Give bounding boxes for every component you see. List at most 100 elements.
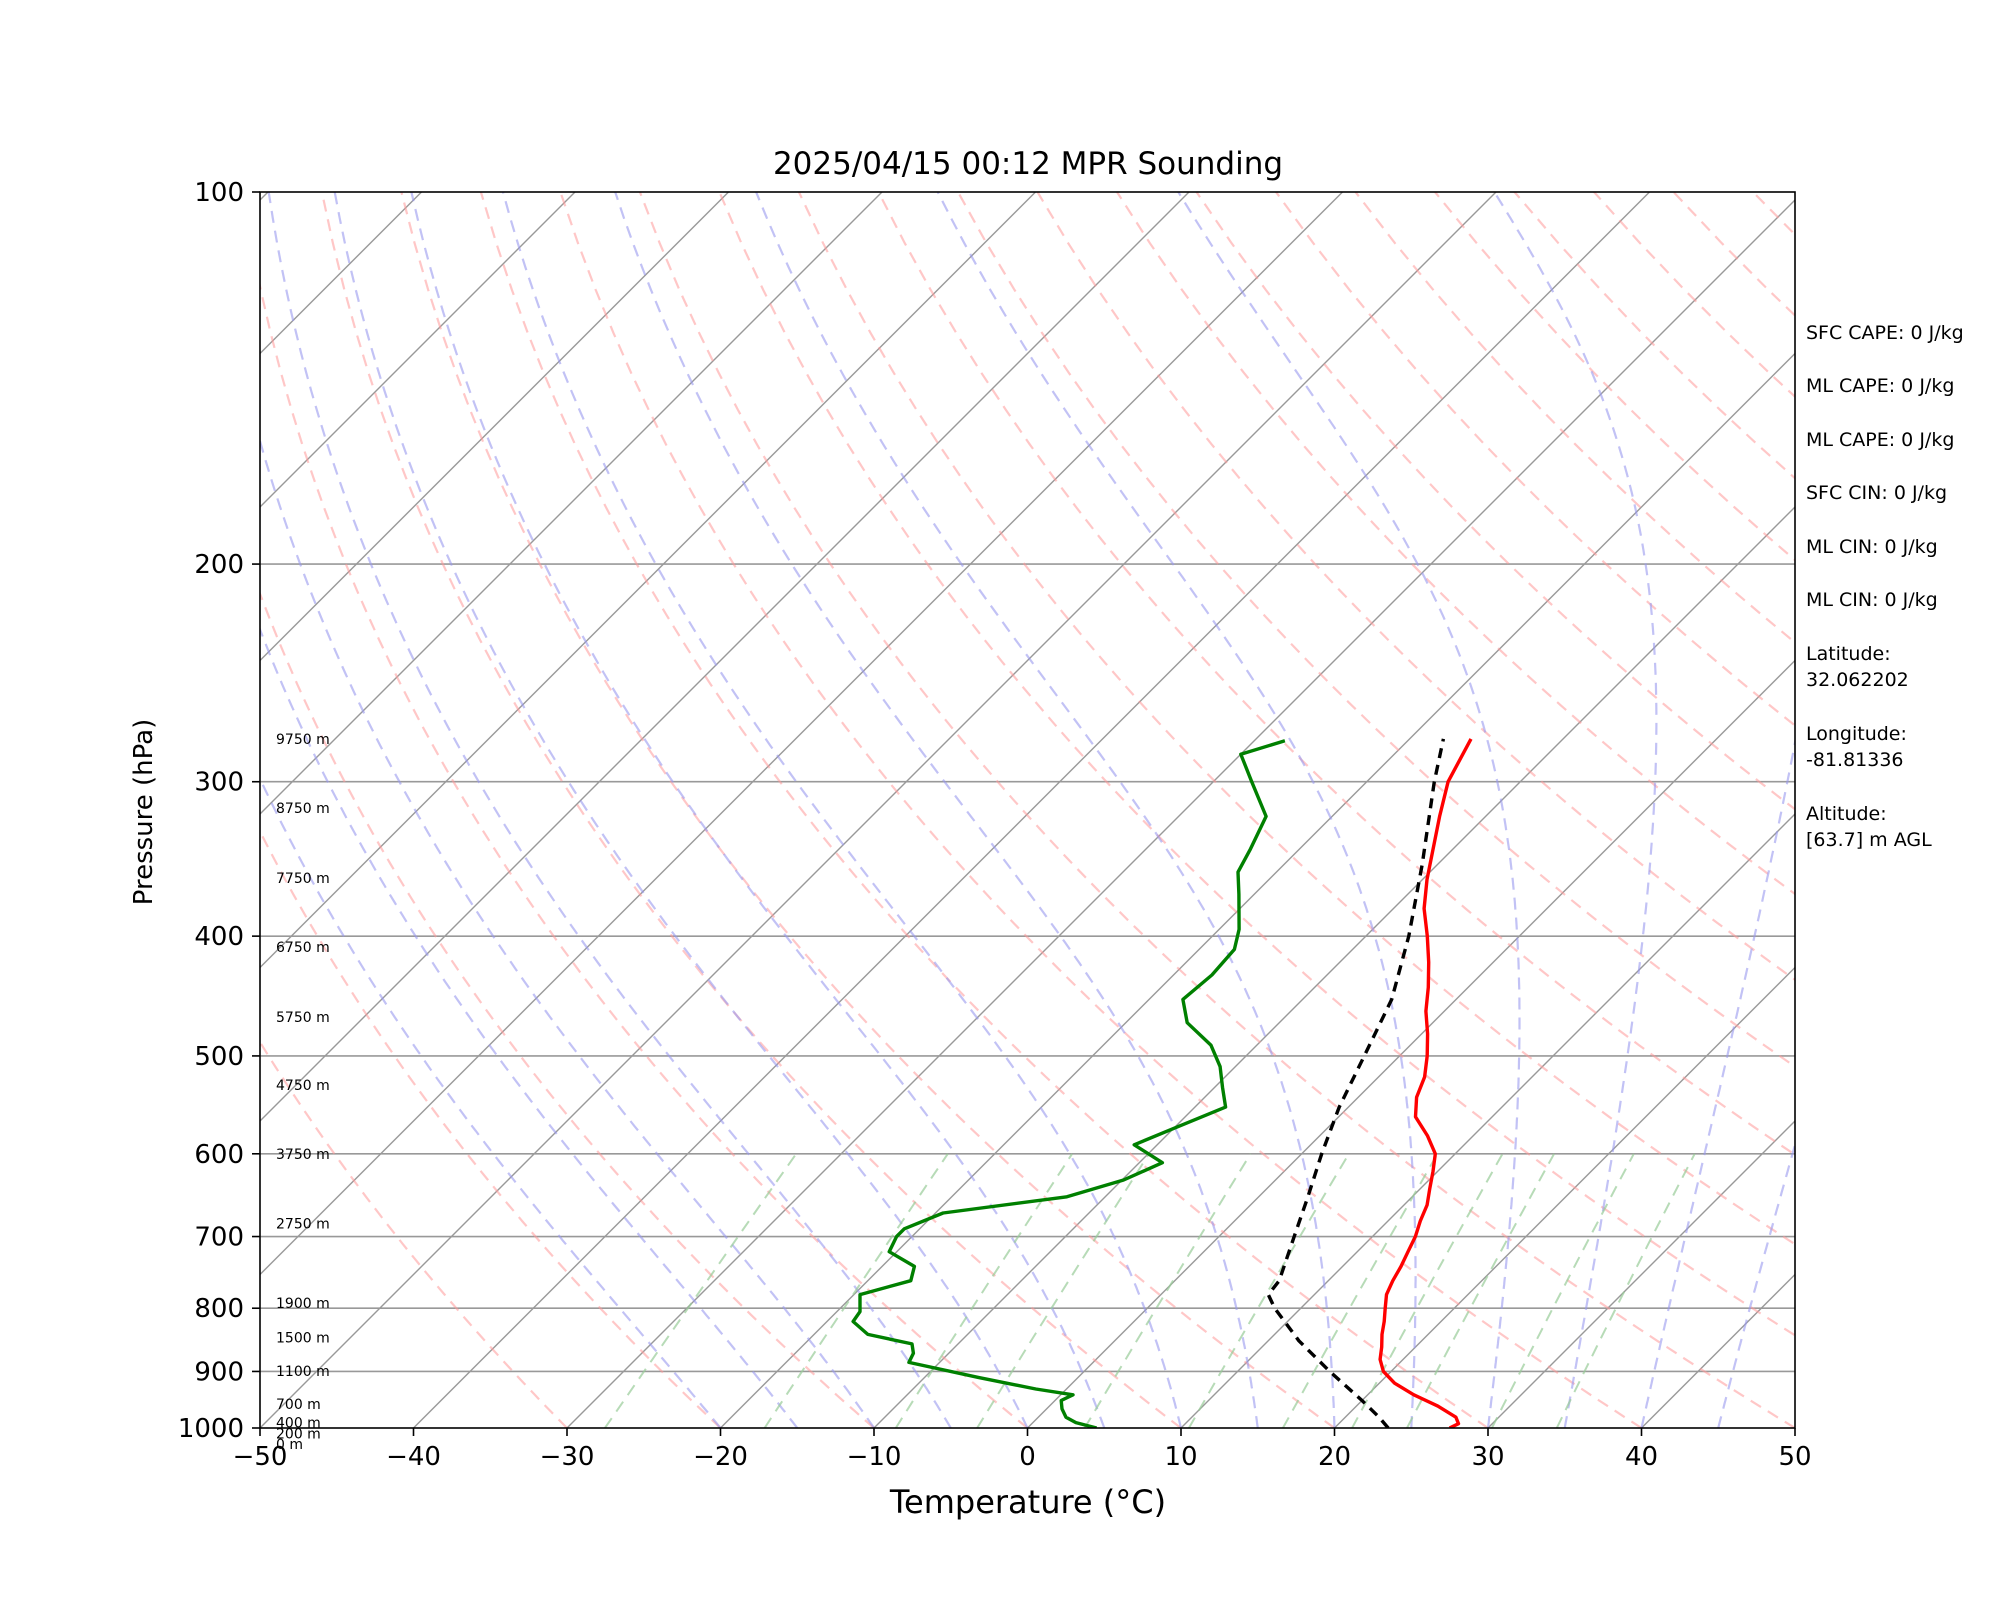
temperature-profile-line bbox=[1378, 738, 1473, 1428]
height-label: 0 m bbox=[276, 1437, 303, 1453]
dry-adiabat-line bbox=[718, 192, 1795, 1337]
moist-adiabat-line bbox=[936, 192, 1417, 1428]
height-label: 6750 m bbox=[276, 940, 330, 956]
height-label: 2750 m bbox=[276, 1216, 330, 1232]
x-tick-label: 30 bbox=[1471, 1442, 1504, 1472]
altitude-label: Altitude: bbox=[1806, 803, 1887, 825]
ml-cape-label-2: ML CAPE: 0 J/kg bbox=[1806, 429, 1954, 451]
dewpoint-profile-line bbox=[851, 739, 1286, 1428]
isotherm-line bbox=[1180, 813, 1795, 1428]
dry-adiabat-line bbox=[877, 192, 1795, 1157]
moist-adiabat-line bbox=[614, 192, 1259, 1428]
y-tick-label: 200 bbox=[194, 550, 244, 580]
x-tick-label: −30 bbox=[540, 1442, 595, 1472]
x-tick-label: −10 bbox=[847, 1442, 902, 1472]
chart-title: 2025/04/15 00:12 MPR Sounding bbox=[773, 146, 1283, 182]
isotherm-line bbox=[260, 192, 883, 815]
isotherm-line bbox=[873, 506, 1795, 1428]
x-tick-label: 50 bbox=[1778, 1442, 1811, 1472]
y-tick-label: 900 bbox=[194, 1357, 244, 1387]
mixing-ratio-line bbox=[1555, 1153, 1696, 1428]
moist-adiabat-line bbox=[755, 192, 1336, 1428]
dry-adiabat-line bbox=[638, 192, 1795, 1428]
moist-adiabat-line bbox=[333, 192, 1029, 1428]
moist-adiabat-line bbox=[1177, 192, 1521, 1428]
isotherm-line bbox=[1334, 966, 1795, 1428]
y-tick-label: 800 bbox=[194, 1294, 244, 1324]
sfc-cape-label: SFC CAPE: 0 J/kg bbox=[1806, 322, 1964, 344]
height-label: 7750 m bbox=[276, 871, 330, 887]
ml-cin-label: ML CIN: 0 J/kg bbox=[1806, 536, 1938, 558]
isotherm-line bbox=[413, 192, 1650, 1428]
moist-adiabat-line bbox=[1717, 1141, 1795, 1428]
height-label: 8750 m bbox=[276, 801, 330, 817]
ml-cape-label: ML CAPE: 0 J/kg bbox=[1806, 375, 1954, 397]
height-label: 1900 m bbox=[276, 1296, 330, 1312]
mixing-ratio-line bbox=[1406, 1153, 1555, 1428]
isotherm-line bbox=[1027, 659, 1795, 1428]
dry-adiabat-line bbox=[400, 192, 1336, 1428]
dry-adiabat-line bbox=[260, 829, 722, 1428]
x-tick-label: 40 bbox=[1625, 1442, 1658, 1472]
moist-adiabat-line bbox=[410, 192, 1106, 1428]
isotherm-line bbox=[0, 192, 115, 1428]
height-label: 4750 m bbox=[276, 1078, 330, 1094]
height-label: 1500 m bbox=[276, 1331, 330, 1347]
y-axis-title: Pressure (hPa) bbox=[129, 719, 159, 906]
longitude-value: -81.81336 bbox=[1806, 749, 1904, 771]
plot-frame bbox=[259, 191, 1796, 1429]
isotherm-line bbox=[566, 199, 1795, 1428]
altitude-value: [63.7] m AGL bbox=[1806, 829, 1932, 851]
isotherm-line bbox=[1487, 1120, 1795, 1428]
moist-adiabat-line bbox=[1640, 736, 1795, 1428]
mixing-ratio-line bbox=[604, 1153, 798, 1428]
moist-adiabat-line bbox=[501, 192, 1183, 1428]
x-tick-label: −20 bbox=[693, 1442, 748, 1472]
mixing-ratio-line bbox=[1188, 1153, 1350, 1428]
dry-adiabat-line bbox=[260, 280, 1029, 1428]
parcel-profile-line bbox=[1266, 738, 1446, 1428]
dry-adiabat-line bbox=[260, 590, 875, 1428]
isotherm-line bbox=[260, 192, 1497, 1428]
dry-adiabat-line bbox=[320, 192, 1182, 1428]
longitude-label: Longitude: bbox=[1806, 723, 1907, 745]
isotherm-line bbox=[260, 192, 576, 508]
y-tick-label: 500 bbox=[194, 1042, 244, 1072]
mixing-ratio-line bbox=[1083, 1153, 1252, 1428]
latitude-label: Latitude: bbox=[1806, 643, 1891, 665]
mixing-ratio-line bbox=[976, 1153, 1150, 1428]
height-label: 700 m bbox=[276, 1397, 321, 1413]
dry-adiabat-line bbox=[1275, 192, 1795, 727]
moist-adiabat-line bbox=[260, 437, 875, 1428]
isotherm-line bbox=[260, 192, 1343, 1276]
y-tick-label: 1000 bbox=[178, 1414, 244, 1444]
x-tick-label: −40 bbox=[386, 1442, 441, 1472]
height-label: 200 m bbox=[276, 1426, 321, 1442]
dry-adiabat-line bbox=[559, 192, 1643, 1428]
height-label: 5750 m bbox=[276, 1010, 330, 1026]
x-axis-title: Temperature (°C) bbox=[889, 1483, 1166, 1521]
isotherm-line bbox=[720, 352, 1795, 1428]
y-tick-label: 400 bbox=[194, 922, 244, 952]
x-tick-label: −50 bbox=[233, 1442, 288, 1472]
moist-adiabat-line bbox=[1493, 192, 1658, 1428]
y-tick-label: 300 bbox=[194, 768, 244, 798]
height-label: 9750 m bbox=[276, 732, 330, 748]
sfc-cin-label: SFC CIN: 0 J/kg bbox=[1806, 482, 1947, 504]
mixing-ratio-line bbox=[1491, 1153, 1635, 1428]
x-tick-label: 10 bbox=[1164, 1442, 1197, 1472]
ml-cin-label-2: ML CIN: 0 J/kg bbox=[1806, 589, 1938, 611]
isotherm-line bbox=[260, 192, 1190, 1122]
y-tick-label: 600 bbox=[194, 1140, 244, 1170]
x-tick-label: 20 bbox=[1318, 1442, 1351, 1472]
height-label: 1100 m bbox=[276, 1364, 330, 1380]
mixing-ratio-line bbox=[763, 1153, 949, 1428]
y-tick-label: 700 bbox=[194, 1223, 244, 1253]
dry-adiabat-line bbox=[1195, 192, 1795, 811]
height-label: 3750 m bbox=[276, 1147, 330, 1163]
latitude-value: 32.062202 bbox=[1806, 669, 1909, 691]
x-tick-label: 0 bbox=[1019, 1442, 1036, 1472]
side-panel: SFC CAPE: 0 J/kg ML CAPE: 0 J/kg ML CAPE… bbox=[1806, 322, 1964, 851]
moist-adiabat-line bbox=[260, 626, 799, 1428]
